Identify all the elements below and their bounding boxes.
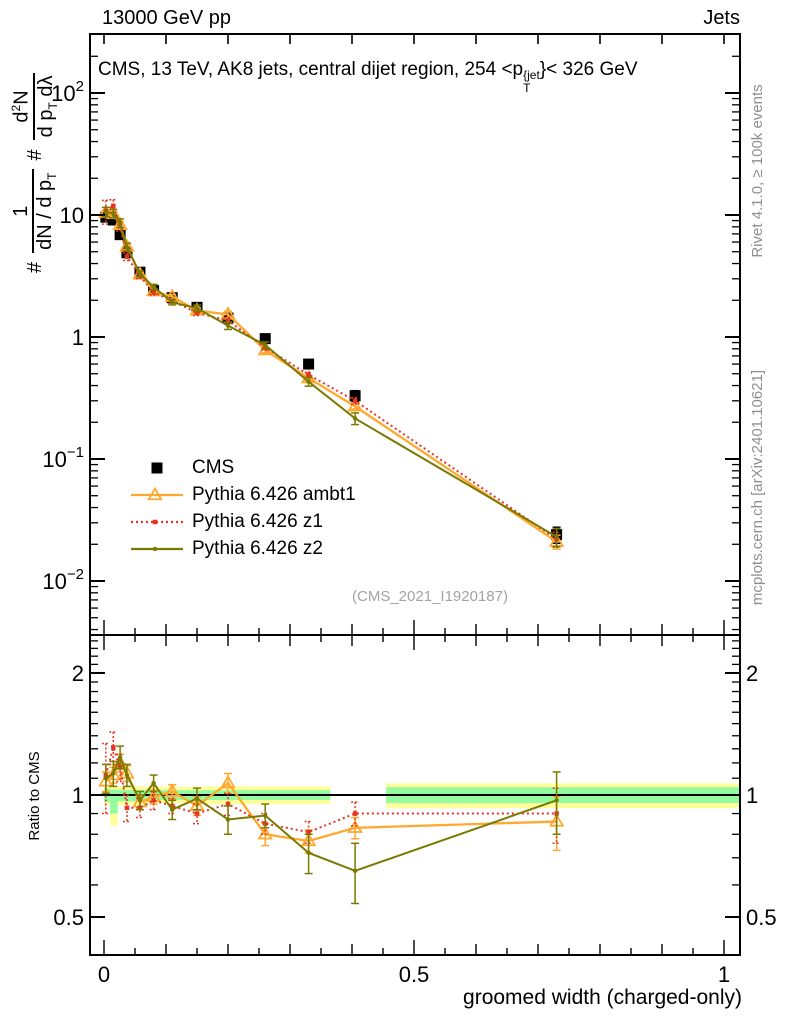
svg-text:2: 2 <box>72 661 84 686</box>
rivet-version-label: Rivet 4.1.0, ≥ 100k events <box>749 84 766 258</box>
legend-item-z1: Pythia 6.426 z1 <box>128 508 356 535</box>
svg-text:10−2: 10−2 <box>42 566 84 594</box>
plot-title: CMS, 13 TeV, AK8 jets, central dijet reg… <box>98 59 638 94</box>
svg-text:0.5: 0.5 <box>746 905 777 930</box>
y-axis-title: # 1 dN / d pT # d2N d pT dλ <box>4 38 66 273</box>
legend: CMS Pythia 6.426 ambt1 Pythia 6.426 z1 P… <box>128 454 356 562</box>
z2-marker-icon <box>131 546 183 551</box>
hash-symbol: # <box>23 261 46 273</box>
analysis-id-watermark: (CMS_2021_I1920187) <box>352 588 508 605</box>
legend-label: Pythia 6.426 z2 <box>192 537 323 559</box>
x-axis-title: groomed width (charged-only) <box>463 986 742 1009</box>
title-text-end: }< 326 GeV <box>539 59 638 80</box>
title-text: CMS, 13 TeV, AK8 jets, central dijet reg… <box>98 59 524 80</box>
hash-symbol: # <box>23 149 46 161</box>
legend-item-ambt1: Pythia 6.426 ambt1 <box>128 481 356 508</box>
fraction-2: d2N d pT dλ <box>9 72 60 141</box>
svg-text:1: 1 <box>72 783 84 808</box>
legend-item-z2: Pythia 6.426 z2 <box>128 535 356 562</box>
legend-label: Pythia 6.426 ambt1 <box>192 483 356 505</box>
cms-marker-icon <box>151 462 163 473</box>
fraction-1: 1 dN / d pT <box>10 169 60 253</box>
svg-text:1: 1 <box>72 325 84 350</box>
svg-text:0.5: 0.5 <box>53 905 84 930</box>
svg-text:102: 102 <box>51 78 84 106</box>
svg-text:0.5: 0.5 <box>399 962 430 987</box>
z1-marker-icon <box>131 519 183 524</box>
svg-text:1: 1 <box>718 962 730 987</box>
beam-energy-label: 13000 GeV pp <box>102 7 231 29</box>
process-label: Jets <box>703 7 740 29</box>
title-supsub: {jet T <box>523 68 540 95</box>
ambt1-marker-icon <box>131 486 183 500</box>
svg-text:10−1: 10−1 <box>42 444 84 472</box>
svg-text:0: 0 <box>98 962 110 987</box>
svg-text:2: 2 <box>746 661 758 686</box>
mcplots-arxiv-label: mcplots.cern.ch [arXiv:2401.10621] <box>749 369 766 606</box>
legend-item-cms: CMS <box>128 454 356 481</box>
legend-label: Pythia 6.426 z1 <box>192 510 323 532</box>
svg-text:1: 1 <box>746 783 758 808</box>
legend-label: CMS <box>192 456 235 478</box>
ratio-axis-title: Ratio to CMS <box>26 751 43 841</box>
svg-text:10: 10 <box>60 203 84 228</box>
